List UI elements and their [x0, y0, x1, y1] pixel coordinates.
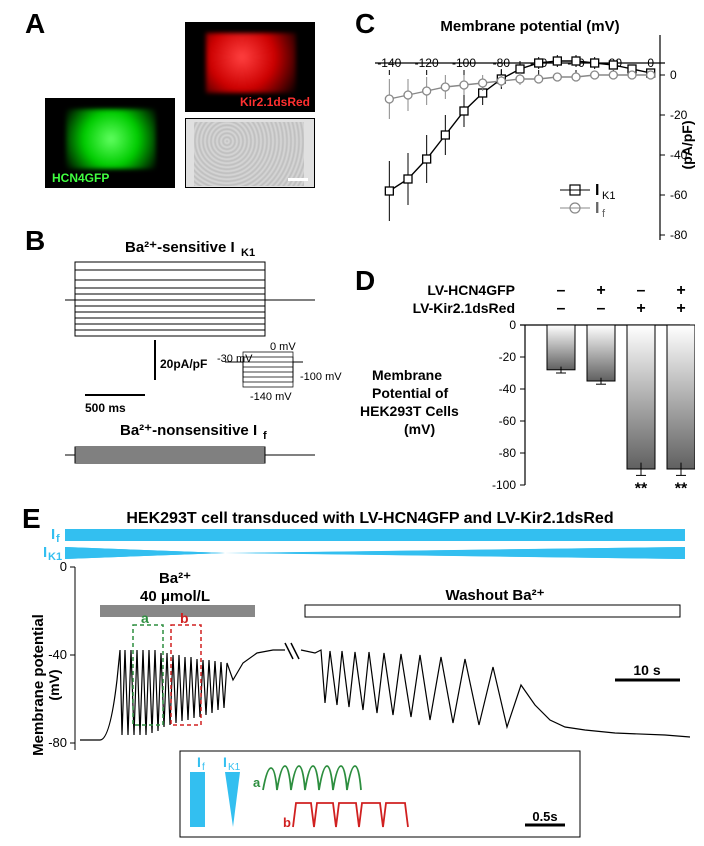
svg-text:-100: -100: [452, 56, 476, 70]
inset-if-wedge: [190, 772, 205, 827]
label-a: a: [141, 610, 149, 626]
svg-text:-140 mV: -140 mV: [250, 391, 292, 403]
svg-text:-30 mV: -30 mV: [217, 353, 253, 365]
c-title: Membrane potential (mV): [440, 18, 619, 35]
svg-text:-80: -80: [499, 446, 517, 460]
svg-text:K1: K1: [241, 247, 255, 259]
d-row1-label: LV-Kir2.1dsRed: [413, 300, 515, 316]
c-ylabel: (pA/pF): [679, 121, 695, 170]
svg-text:-80: -80: [48, 735, 67, 750]
svg-text:I: I: [223, 754, 227, 770]
scalebar: [288, 178, 308, 181]
d-ylabel-3: HEK293T Cells: [360, 403, 459, 419]
hcn4-label: HCN4GFP: [52, 171, 109, 185]
e-ylabel: Membrane potential: [30, 614, 47, 756]
svg-text:-100 mV: -100 mV: [300, 371, 342, 383]
panel-d: LV-HCN4GFP LV-Kir2.1dsRed ––+––+++ 0-20-…: [360, 280, 695, 490]
scale-x-label: 500 ms: [85, 401, 126, 415]
svg-text:-40: -40: [48, 647, 67, 662]
svg-text:f: f: [602, 208, 606, 220]
svg-text:-80: -80: [670, 228, 688, 242]
svg-text:-20: -20: [499, 350, 517, 364]
svg-text:b: b: [283, 815, 291, 830]
svg-text:-80: -80: [493, 56, 511, 70]
d-ylabel-4: (mV): [404, 421, 435, 437]
svg-text:–: –: [637, 282, 646, 299]
svg-text:a: a: [253, 775, 261, 790]
svg-text:-40: -40: [499, 382, 517, 396]
svg-text:0: 0: [509, 318, 516, 332]
ba-label-2: 40 μmol/L: [140, 588, 210, 605]
d-svg: LV-HCN4GFP LV-Kir2.1dsRed ––+––+++ 0-20-…: [360, 280, 695, 495]
svg-text:+: +: [676, 300, 685, 317]
c-legend: I K1 I f: [560, 182, 615, 220]
svg-text:-140: -140: [377, 56, 401, 70]
e-svg: HEK293T cell transduced with LV-HCN4GFP …: [25, 505, 695, 840]
svg-text:I: I: [197, 754, 201, 770]
svg-text:–: –: [557, 282, 566, 299]
panel-e: HEK293T cell transduced with LV-HCN4GFP …: [25, 505, 695, 840]
inset-scale-label: 0.5s: [532, 809, 557, 824]
e-ylabel-unit: (mV): [46, 669, 62, 700]
micrograph-red: Kir2.1dsRed: [185, 22, 315, 112]
label-b: b: [180, 610, 189, 626]
svg-text:K1: K1: [228, 762, 241, 773]
svg-text:0 mV: 0 mV: [270, 341, 296, 353]
washout-bar: [305, 605, 680, 617]
svg-text:**: **: [675, 480, 688, 495]
svg-text:–: –: [597, 300, 606, 317]
svg-text:-100: -100: [492, 478, 516, 492]
iv-plot: Membrane potential (mV) -140 -120 -100 -80 -…: [360, 15, 700, 255]
micrograph-gray: [185, 118, 315, 188]
svg-text:-20: -20: [670, 108, 688, 122]
svg-text:-60: -60: [670, 188, 688, 202]
panel-a: Kir2.1dsRed HCN4GFP: [25, 18, 325, 218]
svg-text:+: +: [676, 282, 685, 299]
svg-text:f: f: [202, 762, 205, 773]
e-ik1-label: I: [43, 544, 47, 561]
ba-bar: [100, 605, 255, 617]
panel-c: Membrane potential (mV) -140 -120 -100 -80 -…: [360, 15, 700, 255]
scalebar-b-top: [85, 340, 155, 395]
panel-b: Ba²⁺-sensitive I K1 20pA/pF 500 ms 0 mV: [25, 240, 355, 490]
svg-text:K1: K1: [602, 190, 615, 202]
d-ylabel-2: Potential of: [372, 385, 449, 401]
scalebar-10s-label: 10 s: [633, 662, 660, 678]
panel-b-svg: Ba²⁺-sensitive I K1 20pA/pF 500 ms 0 mV: [25, 240, 355, 490]
ba-nonsensitive-title: Ba²⁺-nonsensitive I: [120, 422, 257, 439]
e-header: HEK293T cell transduced with LV-HCN4GFP …: [126, 510, 613, 527]
svg-text:-120: -120: [415, 56, 439, 70]
svg-text:f: f: [56, 533, 60, 545]
svg-text:0: 0: [647, 56, 654, 70]
e-if-label: I: [51, 526, 55, 543]
d-ylabel-1: Membrane: [372, 367, 442, 383]
svg-text:0: 0: [60, 559, 67, 574]
svg-text:-60: -60: [499, 414, 517, 428]
ba-sensitive-title: Ba²⁺-sensitive I: [125, 240, 235, 256]
svg-text:0: 0: [670, 68, 677, 82]
scale-y-label: 20pA/pF: [160, 357, 207, 371]
svg-text:f: f: [263, 430, 267, 442]
micrograph-green: HCN4GFP: [45, 98, 175, 188]
d-yticks: 0 -20 -40 -60 -80 -100: [492, 318, 525, 492]
kir-label: Kir2.1dsRed: [240, 95, 310, 109]
svg-text:**: **: [635, 480, 648, 495]
svg-text:+: +: [596, 282, 605, 299]
svg-text:I: I: [595, 182, 599, 199]
washout-label: Washout Ba²⁺: [445, 587, 544, 604]
d-bars: ** **: [547, 325, 695, 495]
svg-text:I: I: [595, 200, 599, 217]
svg-text:–: –: [557, 300, 566, 317]
svg-text:+: +: [636, 300, 645, 317]
d-conditions: ––+––+++: [557, 282, 686, 317]
d-row0-label: LV-HCN4GFP: [427, 282, 515, 298]
if-traces: [65, 447, 315, 463]
ik1-traces: [65, 262, 315, 336]
protocol-inset: 0 mV -30 mV -100 mV -140 mV: [217, 341, 342, 403]
if-band: [65, 529, 685, 541]
ba-label-1: Ba²⁺: [159, 570, 191, 587]
